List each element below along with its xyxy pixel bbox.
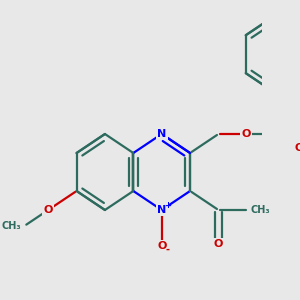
Text: CH₃: CH₃ [2,221,22,231]
Text: CH₃: CH₃ [250,205,270,215]
Text: N: N [157,205,166,215]
Text: O: O [242,129,251,139]
Text: O: O [44,205,53,215]
Text: O: O [157,241,166,251]
Text: +: + [164,200,171,209]
Text: O: O [214,239,223,249]
Text: -: - [166,245,170,255]
Text: N: N [157,129,166,139]
Text: O: O [294,143,300,153]
